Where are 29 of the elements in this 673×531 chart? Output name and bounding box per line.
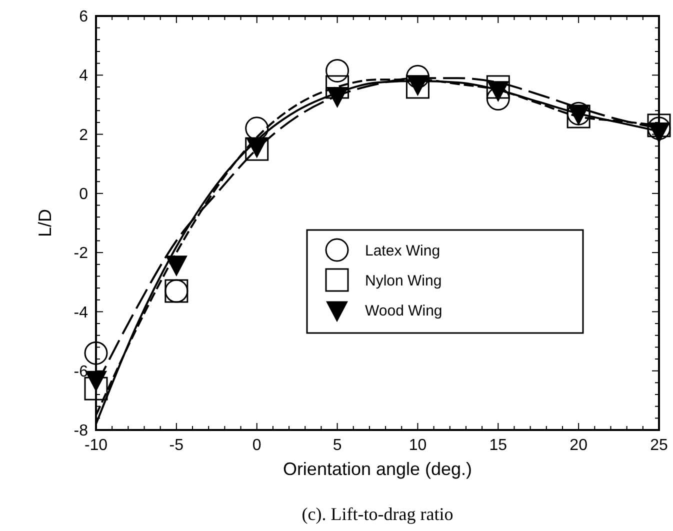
legend-label: Nylon Wing [365, 272, 442, 290]
x-tick-label: 15 [489, 437, 508, 454]
y-tick-label: -8 [74, 422, 88, 440]
point [84, 376, 108, 400]
x-tick-label: 20 [570, 437, 588, 454]
legend-label: Wood Wing [365, 302, 442, 320]
point [165, 256, 188, 276]
x-tick-label: 25 [650, 437, 668, 454]
y-tick-label: 0 [79, 186, 88, 204]
x-tick-label: -5 [169, 437, 184, 454]
point [406, 64, 430, 88]
y-tick-label: -4 [74, 304, 88, 322]
x-axis-title: Orientation angle (deg.) [282, 459, 472, 479]
point [486, 75, 510, 99]
x-tick-label: 0 [252, 437, 262, 454]
y-tick-label: 4 [79, 68, 88, 85]
y-tick-label: 6 [79, 8, 88, 26]
x-tick-label: -10 [84, 437, 108, 454]
point [486, 87, 510, 111]
y-tick-label: 2 [79, 126, 88, 144]
point [84, 341, 108, 365]
point [326, 58, 350, 82]
x-tick-label: 10 [408, 437, 427, 454]
y-axis-title: L/D [35, 208, 55, 238]
x-tick-label: 5 [332, 437, 342, 454]
text: (c). Lift-to-drag ratio [302, 504, 454, 524]
point [326, 75, 350, 99]
legend-label: Latex Wing [365, 242, 440, 260]
y-tick-label: -2 [74, 245, 88, 262]
